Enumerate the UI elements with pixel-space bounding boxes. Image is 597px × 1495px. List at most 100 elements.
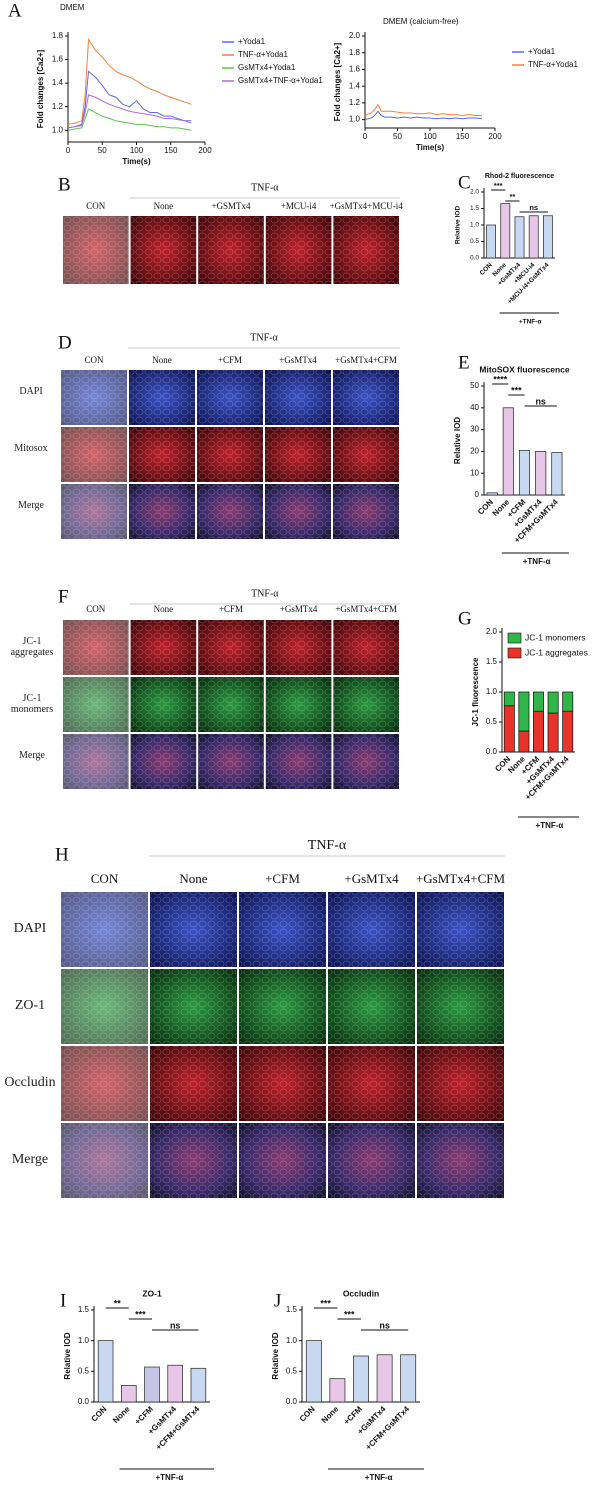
column-header: +GsMTx4+CFM [416,871,506,886]
column-header: +GsMTx4+CFM [335,355,397,365]
y-tick-label: 1.5 [78,1305,90,1314]
group-header: TNF-α [251,182,279,193]
column-header: CON [91,871,119,886]
y-tick-label: 2.0 [486,627,498,636]
micrograph-cells [61,427,127,482]
micrograph-cells [61,370,127,425]
bar [543,215,553,259]
panel-letter: C [458,172,471,193]
micrograph-cells [333,677,399,732]
micrograph-cells [197,427,263,482]
panel-letter: F [58,586,69,607]
micrograph-cells [265,484,331,539]
y-tick-label: 1.0 [52,125,64,134]
x-tick-label: 200 [488,132,502,141]
legend-swatch [507,632,522,644]
micrograph-cells [333,734,399,789]
bar-segment [562,691,574,712]
significance-label: **** [493,374,508,384]
legend-label: +Yoda1 [528,47,556,56]
column-header: None [154,604,174,614]
bar [97,1340,114,1403]
micrograph-cells [198,216,264,284]
significance-label: *** [511,385,522,395]
micrograph-cells [198,677,264,732]
x-tick-label: +CFM+GsMTx4 [154,1404,202,1452]
y-tick-label: 2.0 [470,189,479,196]
x-tick-label: 0 [66,146,71,155]
x-tick-label: +CFM [342,1404,364,1426]
group-label: +TNF-α [523,557,551,566]
micrograph-cells [61,1123,148,1198]
y-tick-label: 1.2 [52,102,64,111]
row-label: DAPI [13,920,47,936]
y-tick-label: 0.0 [470,255,479,262]
micrograph-cells [417,969,504,1044]
bar-segment [503,705,515,753]
column-header: CON [84,355,104,365]
y-axis-label: Relative IOD [453,417,462,464]
micrograph-cells [63,734,129,789]
y-tick-label: 10 [470,468,479,477]
x-tick-label: 100 [423,132,437,141]
column-header: +GsMTx4+CFM [335,604,397,614]
column-header: None [179,871,207,886]
y-tick-label: 2.0 [349,31,361,40]
x-axis-label: Time(s) [122,157,151,166]
significance-label: ** [114,1298,122,1308]
panel-letter: B [58,174,71,195]
x-tick-label: 200 [198,146,212,155]
column-header: +CFM [218,355,242,365]
x-tick-label: None [320,1404,341,1425]
group-header: TNF-α [251,588,279,599]
x-tick-label: +CFM+GsMTx4 [364,1404,412,1452]
micrograph-cells [197,484,263,539]
micrograph-cells [61,892,148,967]
micrograph-cells [239,969,326,1044]
row-label: ZO-1 [14,997,46,1013]
x-tick-label: 0 [363,132,368,141]
group-label: +TNF-α [536,821,564,830]
y-tick-label: 0.0 [78,1397,90,1406]
column-header: +CFM [219,604,243,614]
y-axis-label: Fold changes [Ca2+] [333,42,342,121]
micrograph-cells [129,484,195,539]
x-tick-label: 150 [456,132,470,141]
bar [486,224,496,259]
bar [167,1364,183,1403]
column-header: +CFM [265,871,300,886]
micrograph-cells [265,677,332,732]
micrograph-cells [130,216,197,284]
legend-label: JC-1 aggregates [525,647,588,657]
row-label: Occludin [4,1074,56,1090]
bar [502,407,514,496]
y-tick-label: 1.4 [52,78,64,87]
bar [376,1354,393,1403]
bar [486,492,498,496]
panel-letter: H [55,844,69,865]
row-label: DAPI [19,385,43,397]
row-label: Mitosox [14,442,48,454]
y-tick-label: 20 [470,447,479,456]
micrograph-cells [129,370,195,425]
panel-letter: J [274,1290,281,1311]
micrograph-cells [63,620,129,675]
group-label: +TNF-α [155,1473,183,1482]
significance-label: *** [494,181,503,190]
chart-title: Rhod-2 fluorescence [485,173,554,180]
bar [535,451,547,496]
y-tick-label: 1.6 [52,55,64,64]
micrograph-cells [150,1123,237,1198]
y-tick-label: 0.5 [486,717,498,726]
micrograph-cells [239,892,326,967]
micrograph-cells [61,484,127,539]
x-tick-label: 50 [393,132,402,141]
micrograph-cells [333,216,399,284]
y-axis-label: JC-1 fluorescence [471,657,480,726]
y-axis-label: Fold changes [Ca2+] [36,49,45,128]
data-line [67,108,192,131]
legend-label: JC-1 monomers [525,632,585,642]
y-tick-label: 1.4 [349,81,361,90]
y-tick-label: 1.0 [486,687,498,696]
